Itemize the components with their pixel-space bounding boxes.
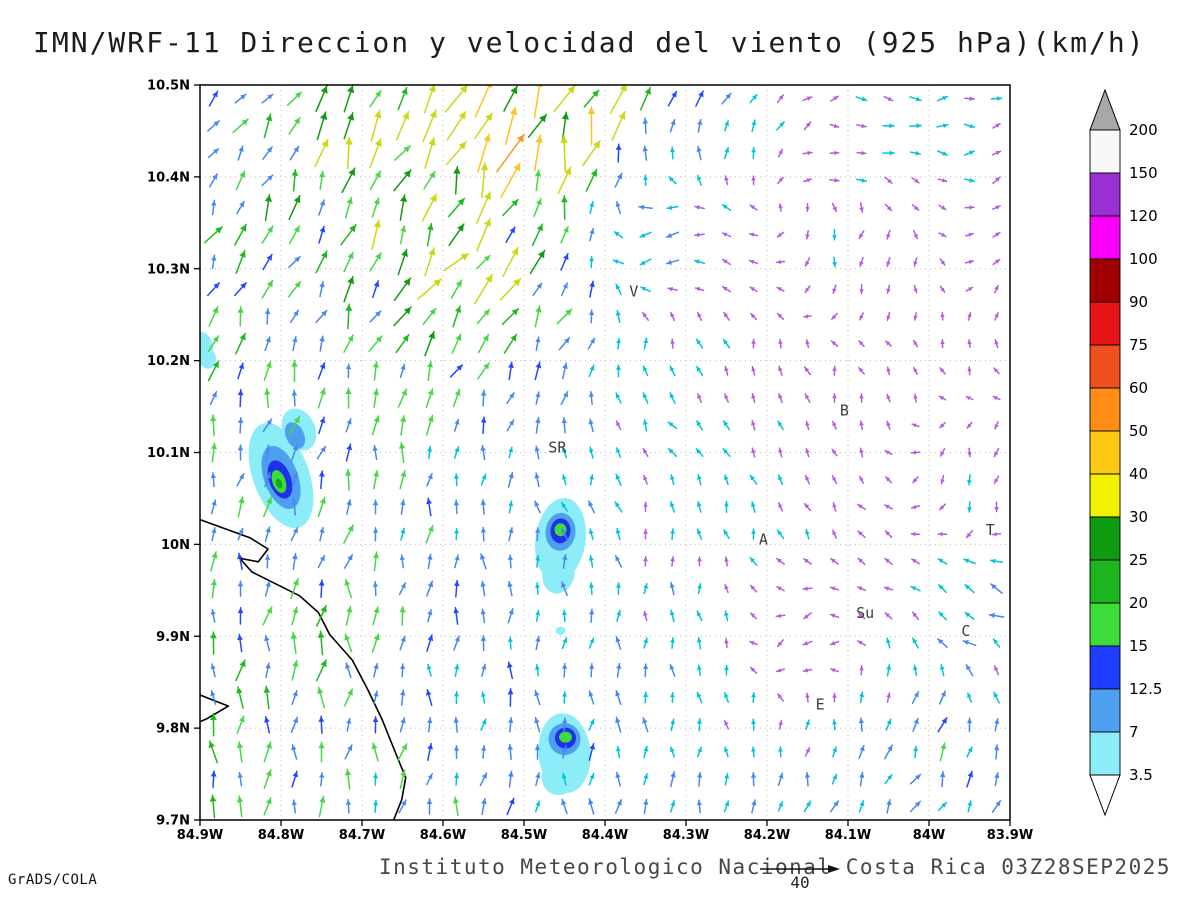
svg-text:V: V (629, 282, 638, 300)
svg-text:84.5W: 84.5W (501, 828, 547, 843)
svg-text:15: 15 (1129, 637, 1148, 655)
svg-text:75: 75 (1129, 336, 1148, 354)
colorbar: 200 150 120 100 90 75 60 50 40 30 25 20 15 12.5 7 3.5 (1090, 90, 1162, 815)
svg-text:200: 200 (1129, 121, 1158, 139)
chart-title: IMN/WRF-11 Direccion y velocidad del vie… (33, 26, 1146, 59)
svg-text:B: B (840, 402, 849, 420)
svg-text:100: 100 (1129, 250, 1158, 268)
shaded-speed-contours (187, 332, 594, 796)
svg-text:84.7W: 84.7W (339, 828, 385, 843)
svg-text:40: 40 (1129, 465, 1148, 483)
svg-text:25: 25 (1129, 551, 1148, 569)
svg-text:12.5: 12.5 (1129, 680, 1162, 698)
svg-text:90: 90 (1129, 293, 1148, 311)
reference-vector-label: 40 (756, 873, 844, 892)
svg-text:10.3N: 10.3N (147, 262, 190, 277)
map-border (194, 85, 1010, 826)
svg-text:9.9N: 9.9N (156, 630, 190, 645)
svg-text:84.6W: 84.6W (420, 828, 466, 843)
svg-text:9.8N: 9.8N (156, 722, 190, 737)
svg-text:10N: 10N (161, 538, 190, 553)
station-labels: V B SR A T Su C E (548, 282, 994, 713)
wind-arrows (205, 80, 1004, 818)
svg-text:84W: 84W (913, 828, 945, 843)
svg-text:84.2W: 84.2W (744, 828, 790, 843)
svg-text:3.5: 3.5 (1129, 766, 1153, 784)
svg-text:60: 60 (1129, 379, 1148, 397)
svg-text:120: 120 (1129, 207, 1158, 225)
svg-text:83.9W: 83.9W (987, 828, 1033, 843)
svg-text:E: E (816, 696, 825, 714)
svg-text:30: 30 (1129, 508, 1148, 526)
svg-text:20: 20 (1129, 594, 1148, 612)
svg-text:50: 50 (1129, 422, 1148, 440)
svg-text:7: 7 (1129, 723, 1139, 741)
svg-text:10.2N: 10.2N (147, 354, 190, 369)
svg-text:C: C (961, 622, 970, 640)
svg-text:150: 150 (1129, 164, 1158, 182)
svg-text:SR: SR (548, 439, 567, 457)
svg-text:9.7N: 9.7N (156, 814, 190, 829)
reference-vector: 40 (756, 862, 844, 892)
svg-text:T: T (986, 521, 995, 539)
svg-text:10.1N: 10.1N (147, 446, 190, 461)
grads-credit: GrADS/COLA (8, 872, 97, 888)
svg-text:84.4W: 84.4W (582, 828, 628, 843)
svg-text:10.4N: 10.4N (147, 170, 190, 185)
svg-text:84.9W: 84.9W (177, 828, 223, 843)
svg-text:84.8W: 84.8W (258, 828, 304, 843)
svg-text:84.1W: 84.1W (825, 828, 871, 843)
svg-text:84.3W: 84.3W (663, 828, 709, 843)
svg-text:A: A (759, 530, 768, 548)
svg-text:10.5N: 10.5N (147, 79, 190, 94)
svg-text:Su: Su (856, 604, 874, 622)
